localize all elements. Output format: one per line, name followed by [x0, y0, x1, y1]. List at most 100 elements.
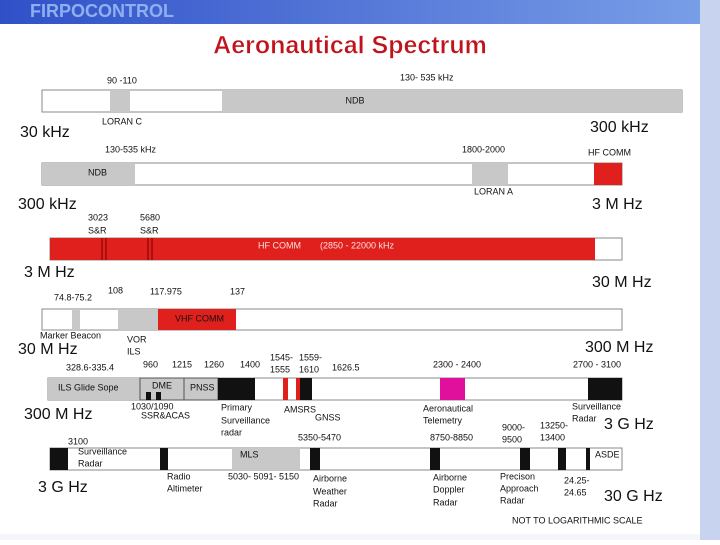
band-label: 13250- [540, 420, 568, 430]
segment [586, 448, 590, 470]
band-label: 1545- [270, 352, 293, 362]
band-label: 74.8-75.2 [54, 292, 92, 302]
band-label: S&R [88, 225, 107, 235]
band-label: GNSS [315, 412, 341, 422]
band-label: NDB [345, 95, 364, 105]
band-label: 2300 - 2400 [433, 359, 481, 369]
segment [588, 378, 622, 400]
band-label: 24.25- [564, 475, 590, 485]
band-label: 130- 535 kHz [400, 72, 454, 82]
side-bar [700, 0, 720, 540]
band-label: 1400 [240, 359, 260, 369]
band-label: 108 [108, 285, 123, 295]
band-label: radar [221, 427, 242, 437]
range-label: 3 G Hz [604, 416, 654, 433]
band-label: 90 -110 [107, 75, 137, 85]
segment [218, 378, 255, 400]
band-label: Radar [313, 498, 338, 508]
band [49, 237, 623, 261]
band-label: 8750-8850 [430, 432, 473, 442]
band-label: MLS [240, 449, 259, 459]
segment [310, 448, 320, 470]
band-label: ASDE [595, 449, 620, 459]
range-label: 3 M Hz [24, 264, 75, 281]
band-label: ILS Glide Sope [58, 382, 119, 392]
band-label: LORAN A [474, 186, 513, 196]
range-label: 30 M Hz [18, 341, 78, 358]
band-label: 130-535 kHz [105, 144, 157, 154]
band-label: PNSS [190, 382, 215, 392]
band [41, 308, 623, 331]
band-label: 5030- 5091- 5150 [228, 471, 299, 481]
band-label: 137 [230, 286, 245, 296]
band-label: AMSRS [284, 404, 316, 414]
band-label: 1626.5 [332, 362, 360, 372]
band-label: 1260 [204, 359, 224, 369]
band-label: Approach [500, 483, 539, 493]
segment [472, 163, 508, 185]
band-label: 1555 [270, 364, 290, 374]
band-label: Surveillance [221, 415, 270, 425]
band-label: 1610 [299, 364, 319, 374]
band-label: Radio [167, 471, 191, 481]
band-label: 960 [143, 359, 158, 369]
segment [156, 392, 161, 400]
range-label: 3 M Hz [592, 196, 643, 213]
segment [558, 448, 566, 470]
band [47, 377, 623, 401]
band-label: 9000- [502, 422, 525, 432]
segment [110, 90, 130, 112]
band-label: Primary [221, 402, 252, 412]
band-label: Aeronautical [423, 403, 473, 413]
band-label: ILS [127, 346, 141, 356]
segment [232, 448, 300, 470]
segment [158, 309, 236, 330]
band-label: NDB [88, 167, 107, 177]
band-label: Surveillance [572, 401, 621, 411]
band-label: 2700 - 3100 [573, 359, 621, 369]
band-label: 1030/1090 [131, 401, 174, 411]
band-label: HF COMM [588, 147, 631, 157]
segment [42, 163, 135, 185]
band-label: Airborne [433, 472, 467, 482]
range-label: 300 M Hz [24, 406, 92, 423]
segment [440, 378, 465, 400]
band-label: Telemetry [423, 415, 463, 425]
band-label: Radar [78, 458, 103, 468]
band-label: 117.975 [150, 286, 182, 296]
band-label: DME [152, 380, 172, 390]
band-label: 5680 [140, 212, 160, 222]
range-label: 300 kHz [590, 119, 649, 136]
range-label: 3 G Hz [38, 479, 88, 496]
band-label: 3023 [88, 212, 108, 222]
band-label: 24.65 [564, 487, 587, 497]
band-label: 1215 [172, 359, 192, 369]
band [49, 447, 623, 471]
segment [50, 238, 595, 260]
band-label: Surveillance [78, 446, 127, 456]
band-bar [49, 447, 623, 471]
header-bar [0, 0, 720, 24]
segment [146, 392, 151, 400]
band-label: 13400 [540, 432, 565, 442]
band-label: Doppler [433, 484, 465, 494]
band-label: 3100 [68, 436, 88, 446]
band-label: 1559- [299, 352, 322, 362]
title: Aeronautical Spectrum [213, 32, 487, 60]
band-label: VOR [127, 334, 147, 344]
band-label: Radar [433, 497, 458, 507]
band-label: (2850 - 22000 kHz [320, 240, 395, 250]
segment [72, 309, 80, 330]
band-label: Marker Beacon [40, 330, 101, 340]
banner: FIRPOCONTROL [30, 1, 174, 21]
range-label: 30 kHz [20, 124, 70, 141]
segment [222, 90, 682, 112]
band-label: NOT TO LOGARITHMIC SCALE [512, 515, 643, 525]
band-label: Precison [500, 471, 535, 481]
range-label: 30 M Hz [592, 274, 652, 291]
band-label: 9500 [502, 434, 522, 444]
band-label: Airborne [313, 473, 347, 483]
range-label: 30 G Hz [604, 488, 663, 505]
segment [594, 163, 622, 185]
segment [48, 378, 140, 400]
